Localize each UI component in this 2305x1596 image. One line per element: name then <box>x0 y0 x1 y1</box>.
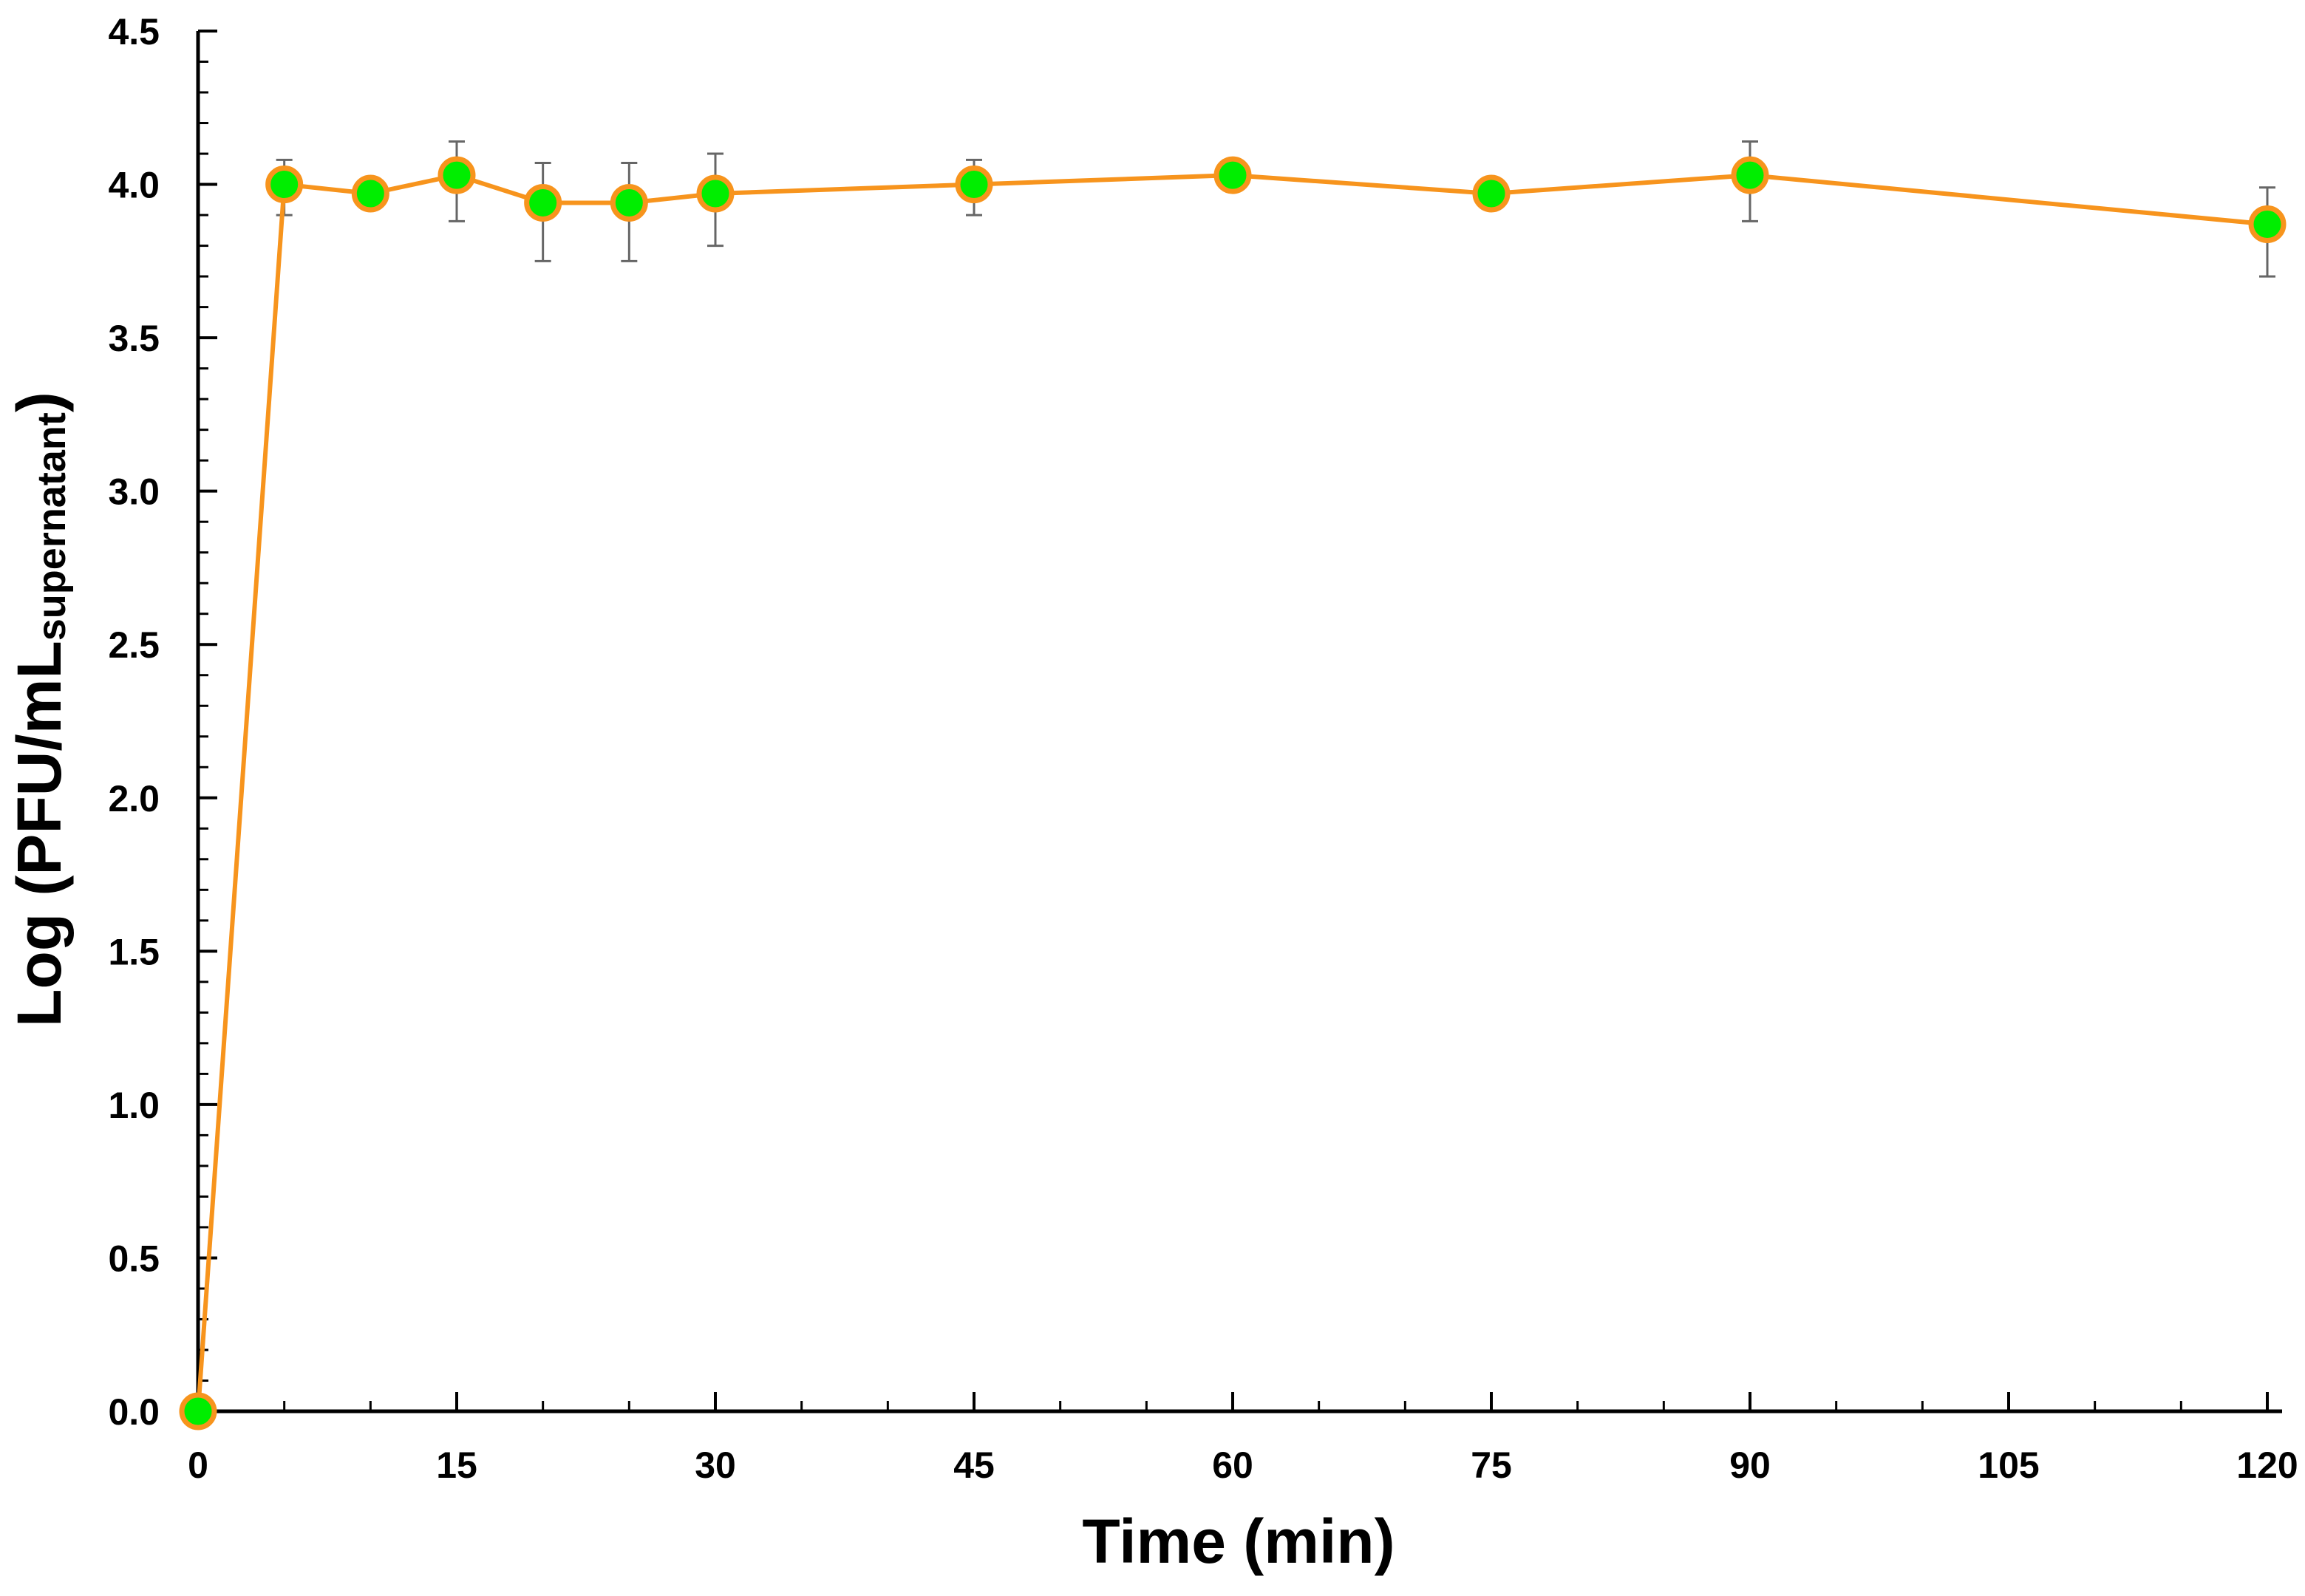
x-tick-label: 90 <box>1729 1445 1771 1486</box>
data-point <box>696 174 735 213</box>
y-tick-labels: 0.0 0.5 1.0 1.5 2.0 2.5 3.0 3.5 4.0 4.5 <box>108 11 160 1433</box>
x-tick-label: 45 <box>953 1445 995 1486</box>
y-tick-label: 1.0 <box>108 1085 160 1126</box>
x-tick-labels: 0 15 30 45 60 75 90 105 120 <box>188 1445 2298 1486</box>
x-tick-label: 75 <box>1471 1445 1512 1486</box>
data-point <box>2248 205 2287 244</box>
y-axis-title: Log (PFU/mLsupernatant) <box>4 392 74 1027</box>
data-point <box>265 166 304 204</box>
x-tick-label: 0 <box>188 1445 208 1486</box>
x-tick-label: 60 <box>1212 1445 1253 1486</box>
data-markers <box>179 156 2287 1430</box>
error-bars <box>276 140 2275 278</box>
y-axis-title-close: ) <box>4 392 74 412</box>
series-line <box>196 173 2268 1412</box>
major-ticks <box>197 30 2269 1413</box>
y-axis-title-main: Log (PFU/mL <box>4 641 74 1027</box>
y-tick-label: 0.0 <box>108 1391 160 1433</box>
y-tick-label: 1.5 <box>108 931 160 972</box>
data-point <box>351 174 389 213</box>
minor-ticks <box>197 30 2269 1413</box>
x-tick-label: 120 <box>2236 1445 2298 1486</box>
data-point <box>524 183 562 222</box>
data-point <box>1731 156 1769 194</box>
data-point <box>179 1392 217 1430</box>
y-tick-label: 4.5 <box>108 11 160 52</box>
x-tick-label: 15 <box>436 1445 477 1486</box>
y-axis-title-subscript: supernatant <box>30 412 74 641</box>
x-tick-label: 30 <box>695 1445 736 1486</box>
data-point <box>1472 174 1511 213</box>
x-tick-label: 105 <box>1978 1445 2039 1486</box>
y-tick-label: 2.5 <box>108 624 160 666</box>
data-point <box>1213 156 1252 194</box>
y-tick-label: 3.0 <box>108 471 160 513</box>
x-axis-title: Time (min) <box>1082 1507 1395 1576</box>
y-tick-label: 0.5 <box>108 1238 160 1279</box>
y-tick-label: 2.0 <box>108 778 160 819</box>
y-tick-label: 3.5 <box>108 318 160 359</box>
y-tick-label: 4.0 <box>108 165 160 206</box>
data-point <box>955 166 993 204</box>
data-point <box>610 183 648 222</box>
data-point <box>437 156 476 194</box>
